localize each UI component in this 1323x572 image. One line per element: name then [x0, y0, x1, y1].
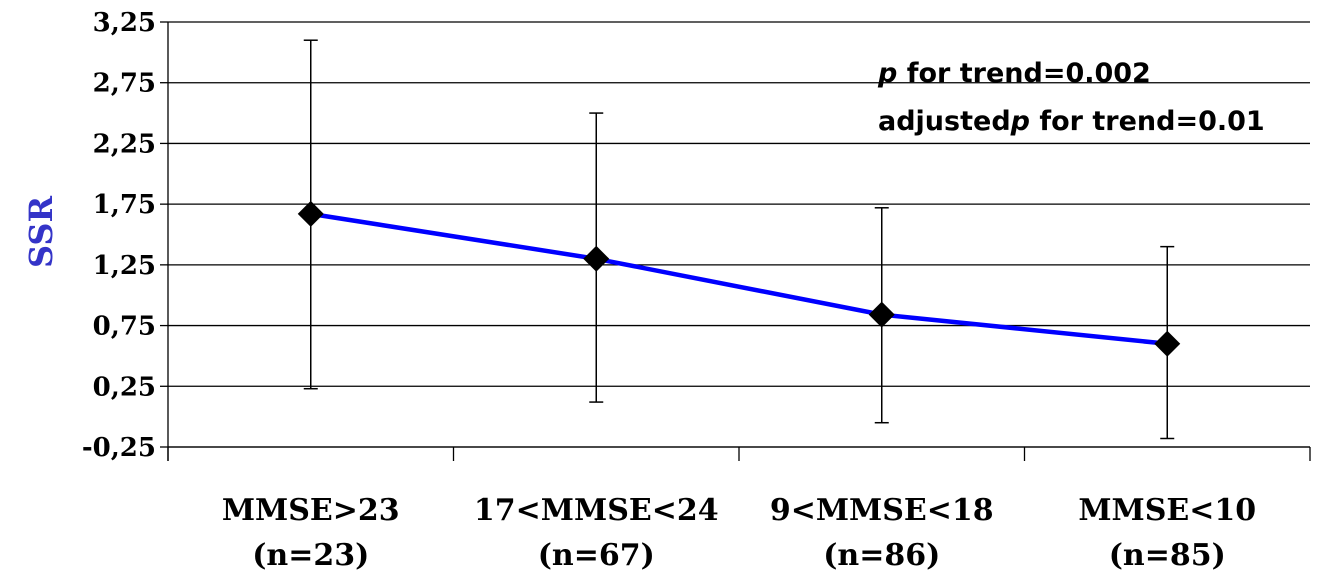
y-tick-label: 0,75 [93, 312, 156, 342]
series-line [310, 211, 1168, 347]
data-point-diamond [583, 245, 610, 272]
x-category-count: (n=23) [252, 538, 369, 572]
y-tick-label: 0,25 [93, 372, 156, 402]
annotation-adjusted-p: p [1010, 106, 1030, 137]
y-tick-labels: 3,25 2,75 2,25 1,75 1,25 0,75 0,25 -0,25 [82, 8, 156, 463]
series [297, 200, 1181, 357]
y-tick-label: 3,25 [93, 8, 156, 38]
annotation-trend-text: for trend=0.002 [897, 58, 1151, 89]
x-category-label: MMSE<10 [1078, 493, 1256, 528]
y-tick-label: 1,25 [93, 251, 156, 281]
x-category-label: 17<MMSE<24 [474, 493, 719, 528]
annotation-adjusted-trend: adjustedp for trend=0.01 [878, 106, 1265, 137]
y-axis-label: SSR [22, 196, 60, 269]
x-category-label: MMSE>23 [222, 493, 400, 528]
error-bars [303, 39, 1175, 440]
y-tick-label: -0,25 [82, 433, 156, 463]
gridlines [168, 21, 1310, 448]
annotation-trend: p for trend=0.002 [877, 58, 1151, 89]
annotation-adjusted-prefix: adjusted [878, 106, 1011, 137]
data-point-diamond [297, 200, 324, 227]
y-tick-label: 2,25 [93, 129, 156, 159]
y-tick-label: 1,75 [93, 190, 156, 220]
x-category-count: (n=67) [538, 538, 655, 572]
annotations: p for trend=0.002 adjustedp for trend=0.… [877, 58, 1265, 137]
data-point-diamond [1154, 330, 1181, 357]
axes [160, 21, 1311, 461]
x-category-count: (n=85) [1109, 538, 1226, 572]
x-category-count: (n=86) [823, 538, 940, 572]
x-category-label: 9<MMSE<18 [770, 493, 994, 528]
annotation-adjusted-text: for trend=0.01 [1030, 106, 1265, 137]
annotation-trend-p: p [877, 58, 897, 89]
x-category-labels: MMSE>23 (n=23) 17<MMSE<24 (n=67) 9<MMSE<18 (n… [222, 493, 1256, 572]
data-point-diamond [868, 301, 895, 328]
y-tick-label: 2,75 [93, 69, 156, 99]
